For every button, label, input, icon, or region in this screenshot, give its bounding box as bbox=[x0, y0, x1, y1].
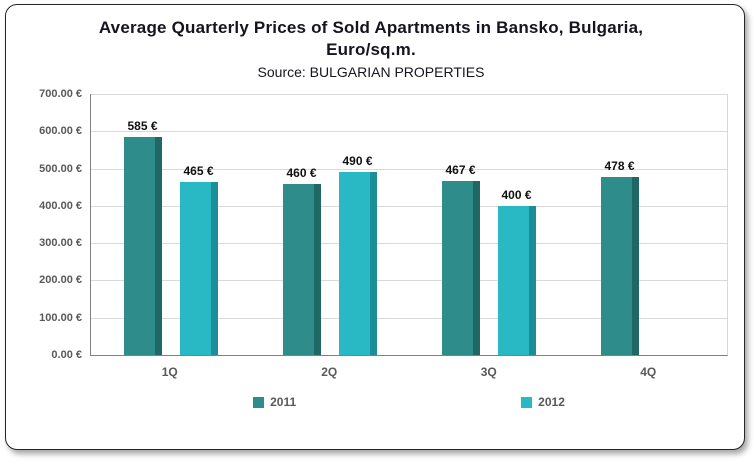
bar-slot: 585 € bbox=[123, 94, 162, 355]
bar-2011-4Q bbox=[600, 176, 639, 355]
y-tick-label: 700.00 € bbox=[39, 88, 82, 100]
plot-area: 585 € 465 € 460 € 490 € 467 € 400 € 478 € bbox=[90, 94, 728, 356]
y-tick-label: 400.00 € bbox=[39, 199, 82, 212]
y-tick-label: 100.00 € bbox=[39, 311, 82, 324]
bar-2011-2Q bbox=[282, 183, 321, 355]
chart-body: 700.00 € 600.00 € 500.00 € 400.00 € 300.00 €… bbox=[14, 88, 728, 379]
chart-title: Average Quarterly Prices of Sold Apartme… bbox=[98, 18, 644, 59]
bar-value-label: 490 € bbox=[342, 154, 373, 169]
y-tick-label: 600.00 € bbox=[39, 125, 82, 138]
bar-2012-3Q bbox=[497, 205, 536, 355]
bar-2011-1Q bbox=[123, 136, 162, 355]
bar-slot: 490 € bbox=[338, 94, 377, 355]
y-tick-label: 500.00 € bbox=[39, 162, 82, 175]
bar-2012-2Q bbox=[338, 172, 377, 355]
bar-slot: 467 € bbox=[441, 94, 480, 355]
bar-slot: 478 € bbox=[600, 94, 639, 355]
bar-value-label: 478 € bbox=[604, 158, 635, 173]
x-tick-label: 2Q bbox=[321, 365, 338, 379]
grid-line bbox=[91, 168, 727, 170]
bar-group-3Q: 467 € 400 € bbox=[409, 94, 568, 355]
y-axis-labels: 700.00 € 600.00 € 500.00 € 400.00 € 300.00 €… bbox=[14, 88, 90, 361]
bar-group-1Q: 585 € 465 € bbox=[91, 94, 250, 355]
y-tick-label: 0.00 € bbox=[51, 349, 82, 361]
bar-value-label: 467 € bbox=[445, 162, 476, 177]
grid-line bbox=[91, 94, 727, 95]
legend: 2011 2012 bbox=[90, 395, 728, 409]
bar-value-label: 585 € bbox=[127, 118, 158, 133]
bar-value-label: 460 € bbox=[286, 165, 317, 180]
legend-item-2012: 2012 bbox=[521, 395, 565, 409]
legend-swatch bbox=[253, 396, 265, 408]
bar-value-label: 465 € bbox=[183, 163, 214, 178]
grid-line bbox=[91, 243, 727, 245]
legend-swatch bbox=[521, 396, 533, 408]
bar-group-2Q: 460 € 490 € bbox=[250, 94, 409, 355]
bar-slot: 465 € bbox=[179, 94, 218, 355]
x-tick-label: 3Q bbox=[480, 365, 497, 379]
legend-item-2011: 2011 bbox=[253, 395, 296, 409]
grid-line bbox=[91, 131, 727, 133]
bar-groups: 585 € 465 € 460 € 490 € 467 € 400 € 478 € bbox=[91, 94, 727, 355]
bar-value-label: 400 € bbox=[501, 187, 532, 202]
bar-slot: 400 € bbox=[497, 94, 536, 355]
bar-slot: 460 € bbox=[282, 94, 321, 355]
y-tick-label: 300.00 € bbox=[39, 237, 82, 250]
y-tick-label: 200.00 € bbox=[39, 274, 82, 287]
x-tick-label: 4Q bbox=[640, 365, 657, 379]
bar-slot bbox=[657, 94, 695, 355]
grid-line bbox=[91, 205, 727, 207]
grid-line bbox=[91, 280, 727, 282]
bar-2012-1Q bbox=[179, 181, 218, 355]
bar-2011-3Q bbox=[441, 180, 480, 355]
legend-label: 2011 bbox=[270, 395, 297, 409]
chart-card: Average Quarterly Prices of Sold Apartme… bbox=[5, 4, 745, 450]
bar-group-4Q: 478 € bbox=[568, 94, 727, 355]
x-tick-label: 1Q bbox=[161, 365, 178, 379]
grid-line bbox=[91, 317, 727, 319]
chart-subtitle: Source: BULGARIAN PROPERTIES bbox=[257, 64, 485, 80]
legend-label: 2012 bbox=[538, 395, 565, 409]
x-axis-labels: 1Q 2Q 3Q 4Q bbox=[90, 356, 728, 379]
